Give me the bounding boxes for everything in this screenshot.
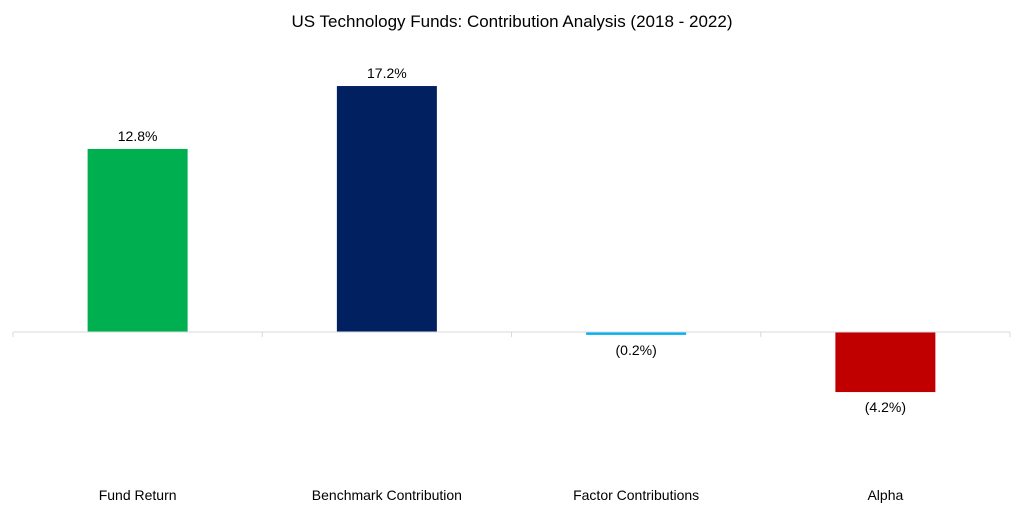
category-label: Factor Contributions xyxy=(573,487,699,503)
bar-fund-return xyxy=(87,148,188,332)
bar-alpha xyxy=(835,332,936,393)
category-label: Benchmark Contribution xyxy=(312,487,462,503)
category-label: Fund Return xyxy=(99,487,177,503)
chart-title: US Technology Funds: Contribution Analys… xyxy=(292,12,733,31)
data-label: (0.2%) xyxy=(616,342,657,358)
bar-factor-contributions xyxy=(586,332,687,335)
data-label: (4.2%) xyxy=(865,399,906,415)
data-label: 17.2% xyxy=(367,65,407,81)
category-label: Alpha xyxy=(867,487,903,503)
data-label: 12.8% xyxy=(118,128,158,144)
bar-benchmark-contribution xyxy=(336,86,437,332)
